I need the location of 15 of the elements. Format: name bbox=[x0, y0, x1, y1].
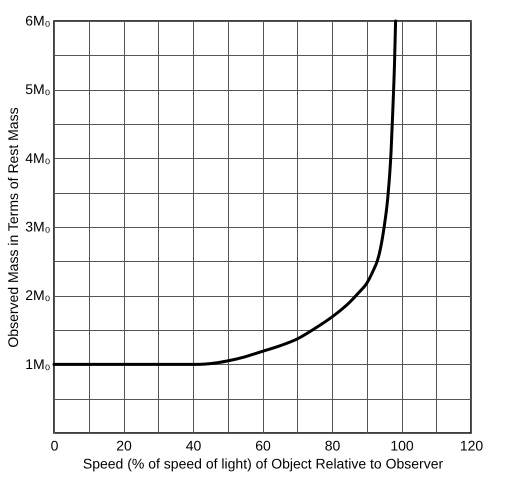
x-axis-title: Speed (% of speed of light) of Object Relative to Observer bbox=[82, 456, 444, 472]
y-tick-label: 2M₀ bbox=[25, 287, 51, 304]
x-tick-label: 80 bbox=[324, 438, 340, 454]
y-tick-label: 3M₀ bbox=[25, 218, 51, 234]
y-tick-label: 5M₀ bbox=[25, 81, 51, 98]
x-tick-label: 20 bbox=[116, 438, 132, 454]
y-tick-label: 6M₀ bbox=[25, 12, 51, 28]
x-tick-label: 0 bbox=[50, 438, 59, 454]
x-tick-label: 100 bbox=[390, 438, 414, 454]
x-tick-label: 120 bbox=[460, 438, 484, 454]
x-tick-label: 60 bbox=[255, 438, 271, 454]
x-tick-label: 40 bbox=[186, 438, 202, 454]
y-tick-label: 1M₀ bbox=[25, 356, 51, 372]
y-axis-title: Observed Mass in Terms of Rest Mass bbox=[5, 107, 22, 348]
y-tick-label: 4M₀ bbox=[25, 150, 51, 166]
